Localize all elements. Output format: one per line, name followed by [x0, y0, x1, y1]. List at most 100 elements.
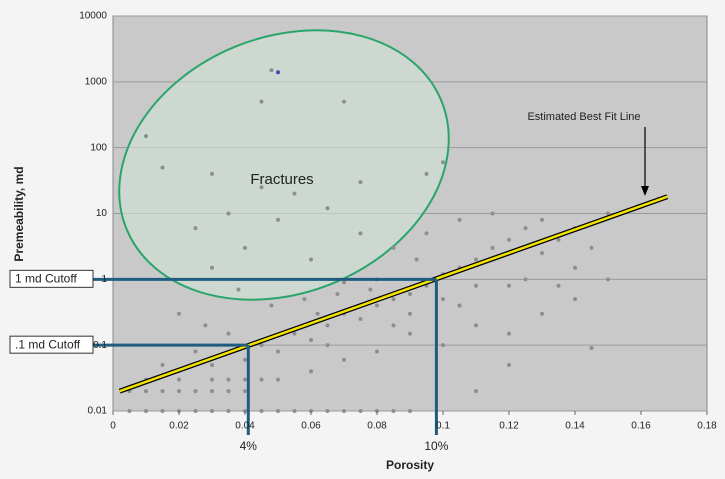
- point: [507, 331, 511, 336]
- point: [540, 251, 544, 256]
- point: [391, 323, 396, 328]
- point: [368, 287, 373, 292]
- point: [236, 287, 241, 292]
- point: [243, 389, 247, 394]
- point: [490, 211, 495, 216]
- y-tick-label: 100: [90, 142, 107, 153]
- point: [408, 311, 412, 316]
- point: [309, 369, 313, 374]
- point: [160, 362, 165, 367]
- point: [391, 245, 396, 250]
- point: [177, 377, 181, 382]
- point: [391, 297, 396, 302]
- point: [589, 245, 594, 250]
- point: [490, 245, 495, 250]
- point: [358, 180, 363, 185]
- point: [269, 68, 274, 73]
- point: [325, 206, 330, 211]
- point: [144, 409, 148, 413]
- point: [259, 409, 264, 413]
- point: [358, 231, 363, 236]
- point: [325, 409, 330, 413]
- point: [259, 377, 264, 382]
- point: [276, 70, 280, 75]
- point: [243, 245, 247, 250]
- point: [210, 171, 214, 176]
- x-tick-label: 0.08: [367, 421, 387, 432]
- point: [589, 346, 594, 351]
- point: [556, 283, 561, 288]
- point: [606, 211, 610, 216]
- point: [226, 409, 231, 413]
- point: [276, 217, 280, 222]
- point: [160, 165, 165, 170]
- point: [193, 226, 198, 231]
- point: [259, 343, 264, 348]
- x-tick-label: 0.18: [697, 421, 717, 432]
- point: [342, 409, 346, 413]
- point: [292, 409, 297, 413]
- point: [276, 409, 280, 413]
- point: [193, 349, 198, 354]
- y-tick-label: 0.1: [93, 340, 107, 351]
- x-tick-label: 0.16: [631, 421, 651, 432]
- x-tick-label: 0.12: [499, 421, 519, 432]
- point: [325, 323, 330, 328]
- point: [441, 160, 445, 165]
- point: [226, 211, 231, 216]
- x-tick-label: 0.02: [169, 421, 189, 432]
- point: [342, 357, 346, 362]
- point: [474, 283, 478, 288]
- cutoff-box: [9, 269, 94, 288]
- point: [144, 134, 148, 139]
- point: [474, 389, 478, 394]
- point: [540, 217, 544, 222]
- point: [335, 291, 340, 296]
- point: [210, 265, 214, 270]
- point: [424, 231, 429, 236]
- point: [391, 409, 396, 413]
- point: [210, 362, 214, 367]
- point: [226, 377, 231, 382]
- x-tick-label: 0.1: [436, 421, 450, 432]
- point: [358, 316, 363, 321]
- point: [276, 349, 280, 354]
- point: [302, 297, 307, 302]
- y-tick-label: 1: [101, 274, 107, 285]
- x-tick-label: 0.06: [301, 421, 321, 432]
- point: [226, 331, 231, 336]
- point: [523, 226, 528, 231]
- y-tick-label: 0.01: [88, 406, 108, 417]
- point: [292, 191, 297, 196]
- point: [441, 297, 445, 302]
- point: [507, 283, 511, 288]
- point: [414, 257, 419, 262]
- point: [259, 185, 264, 190]
- point: [474, 257, 478, 262]
- point: [358, 409, 363, 413]
- x-tick-label: 0.04: [235, 421, 255, 432]
- point: [408, 409, 412, 413]
- points: [127, 68, 610, 413]
- cutoff-x-label: 10%: [424, 439, 448, 453]
- point: [408, 331, 412, 336]
- point: [523, 277, 528, 282]
- point: [556, 237, 561, 242]
- point: [375, 349, 379, 354]
- y-axis-label: Premeability, md: [12, 166, 26, 261]
- annotation: Estimated Best Fit Line: [527, 111, 640, 123]
- point: [160, 389, 165, 394]
- point: [309, 257, 313, 262]
- x-tick-label: 0: [110, 421, 116, 432]
- point: [243, 377, 247, 382]
- point: [243, 357, 247, 362]
- fit-line: [119, 195, 668, 393]
- point: [424, 171, 429, 176]
- point: [177, 311, 181, 316]
- point: [259, 99, 264, 104]
- y-tick-label: 10: [96, 208, 108, 219]
- point: [292, 331, 297, 336]
- point: [315, 311, 320, 316]
- fractures-ellipse: [118, 29, 450, 301]
